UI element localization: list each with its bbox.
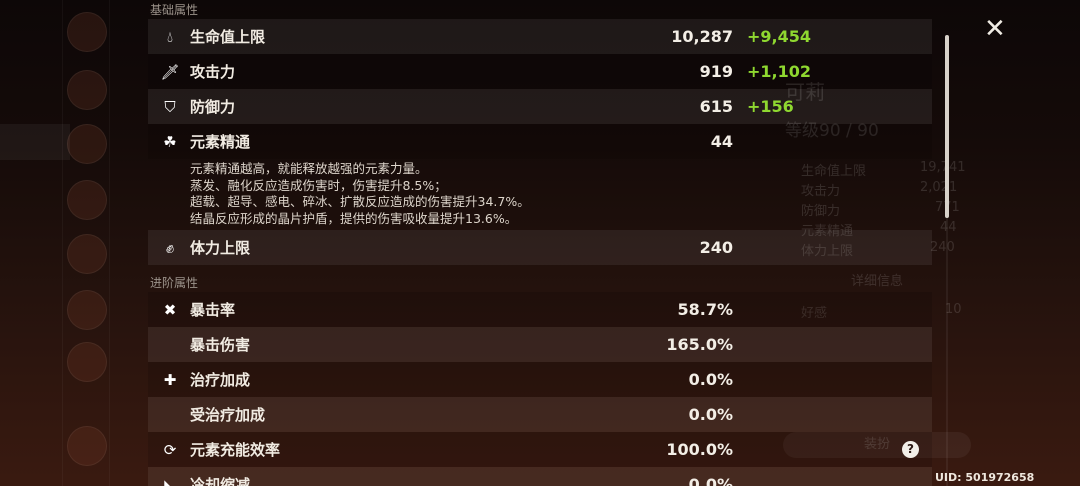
stat-value: 165.0% — [666, 335, 733, 354]
stat-row[interactable]: ✚ 治疗加成 0.0% — [148, 362, 932, 397]
character-sidebar — [62, 0, 110, 486]
bg-stat-label: 体力上限 — [801, 244, 854, 259]
bg-stat-value: 44 — [940, 220, 957, 235]
stat-row[interactable]: ✖ 暴击率 58.7% — [148, 292, 932, 327]
desc-line: 结晶反应形成的晶片护盾，提供的伤害吸收量提升13.6%。 — [190, 210, 518, 226]
friendship-label: 好感 — [801, 306, 828, 321]
healing-cross-icon: ✚ — [163, 370, 177, 389]
stamina-icon: ✊︎ — [165, 238, 175, 257]
character-avatar[interactable] — [67, 290, 107, 330]
character-avatar[interactable] — [67, 234, 107, 274]
stat-label: 防御力 — [190, 98, 236, 116]
stat-value: 44 — [710, 132, 733, 151]
stat-row[interactable]: ✊︎ 体力上限 240 — [148, 230, 932, 265]
stat-value: 0.0% — [688, 475, 733, 486]
scrollbar-thumb[interactable] — [945, 35, 949, 218]
stat-row[interactable]: 暴击伤害 165.0% — [148, 327, 932, 362]
scrollbar-track[interactable] — [946, 218, 948, 486]
shield-icon: ⛉ — [164, 97, 176, 116]
elemental-mastery-description: 元素精通越高，就能释放越强的元素力量。 蒸发、融化反应造成伤害时，伤害提升8.5… — [190, 161, 530, 227]
bg-stat-label: 防御力 — [801, 204, 841, 219]
crit-icon: ✖ — [163, 300, 177, 319]
stat-label: 治疗加成 — [190, 371, 251, 389]
uid-label: UID: 501972658 — [935, 471, 1035, 484]
stat-value: 100.0% — [666, 440, 733, 459]
bg-stat-value: 240 — [930, 240, 955, 255]
character-avatar-selected[interactable] — [67, 124, 107, 164]
stat-row[interactable]: 受治疗加成 0.0% — [148, 397, 932, 432]
stat-value: 0.0% — [688, 405, 733, 424]
hp-drop-icon: 💧︎ — [166, 27, 173, 46]
character-level: 等级90 / 90 — [785, 121, 879, 141]
stat-value: 615 — [699, 97, 733, 116]
stat-value: 0.0% — [688, 370, 733, 389]
stat-row[interactable]: 💧︎ 生命值上限 10,287 +9,454 — [148, 19, 932, 54]
bg-stat-label: 元素精通 — [801, 224, 854, 239]
bg-stat-value: 2,021 — [920, 180, 958, 195]
desc-line: 蒸发、融化反应造成伤害时，伤害提升8.5%； — [190, 177, 447, 193]
character-avatar[interactable] — [67, 180, 107, 220]
stat-bonus: +1,102 — [747, 62, 812, 81]
stat-label: 体力上限 — [190, 239, 251, 257]
element-avatar[interactable] — [67, 12, 107, 52]
stat-label: 暴击伤害 — [190, 336, 251, 354]
outfit-label: 装扮 — [863, 437, 890, 452]
stat-label: 受治疗加成 — [190, 406, 266, 424]
help-icon[interactable]: ? — [902, 441, 919, 458]
stat-row[interactable]: ⟳ 元素充能效率 100.0% — [148, 432, 932, 467]
selected-highlight — [0, 124, 70, 160]
menu-grid-icon[interactable] — [67, 426, 107, 466]
stat-bonus: +156 — [747, 97, 794, 116]
stat-label: 元素精通 — [190, 133, 251, 151]
character-avatar[interactable] — [67, 342, 107, 382]
stat-row[interactable]: ⛉ 防御力 615 +156 — [148, 89, 932, 124]
stat-label: 元素充能效率 — [190, 441, 281, 459]
energy-recharge-icon: ⟳ — [163, 440, 177, 459]
section-advanced-attributes: 进阶属性 — [150, 276, 199, 290]
desc-line: 元素精通越高，就能释放越强的元素力量。 — [190, 161, 428, 176]
friendship-value: 10 — [945, 302, 962, 317]
stat-value: 240 — [699, 238, 733, 257]
stat-row[interactable]: ☘︎ 元素精通 44 — [148, 124, 932, 159]
character-avatar[interactable] — [67, 70, 107, 110]
stat-value: 919 — [699, 62, 733, 81]
stat-label: 生命值上限 — [190, 28, 266, 46]
stat-row[interactable]: ◣ 冷却缩减 0.0% — [148, 467, 932, 486]
bg-stat-label: 攻击力 — [801, 184, 841, 199]
stat-value: 58.7% — [677, 300, 733, 319]
character-name: 可莉 — [785, 80, 825, 104]
stat-label: 攻击力 — [190, 63, 236, 81]
elemental-mastery-icon: ☘︎ — [163, 132, 177, 151]
outfit-button: 装扮 — [783, 432, 971, 458]
stat-row[interactable]: 🗡︎ 攻击力 919 +1,102 — [148, 54, 932, 89]
details-button: 详细信息 — [851, 274, 904, 289]
stat-bonus: +9,454 — [747, 27, 812, 46]
bg-stat-value: 19,741 — [920, 160, 966, 175]
desc-line: 超载、超导、感电、碎冰、扩散反应造成的伤害提升34.7%。 — [190, 194, 530, 209]
cooldown-icon: ◣ — [164, 475, 176, 486]
close-icon[interactable]: ✕ — [984, 14, 1006, 44]
stat-value: 10,287 — [671, 27, 733, 46]
sword-icon: 🗡︎ — [160, 62, 180, 81]
stat-label: 冷却缩减 — [190, 476, 251, 486]
stat-label: 暴击率 — [190, 301, 236, 319]
section-base-attributes: 基础属性 — [150, 3, 199, 17]
bg-stat-label: 生命值上限 — [801, 164, 867, 179]
